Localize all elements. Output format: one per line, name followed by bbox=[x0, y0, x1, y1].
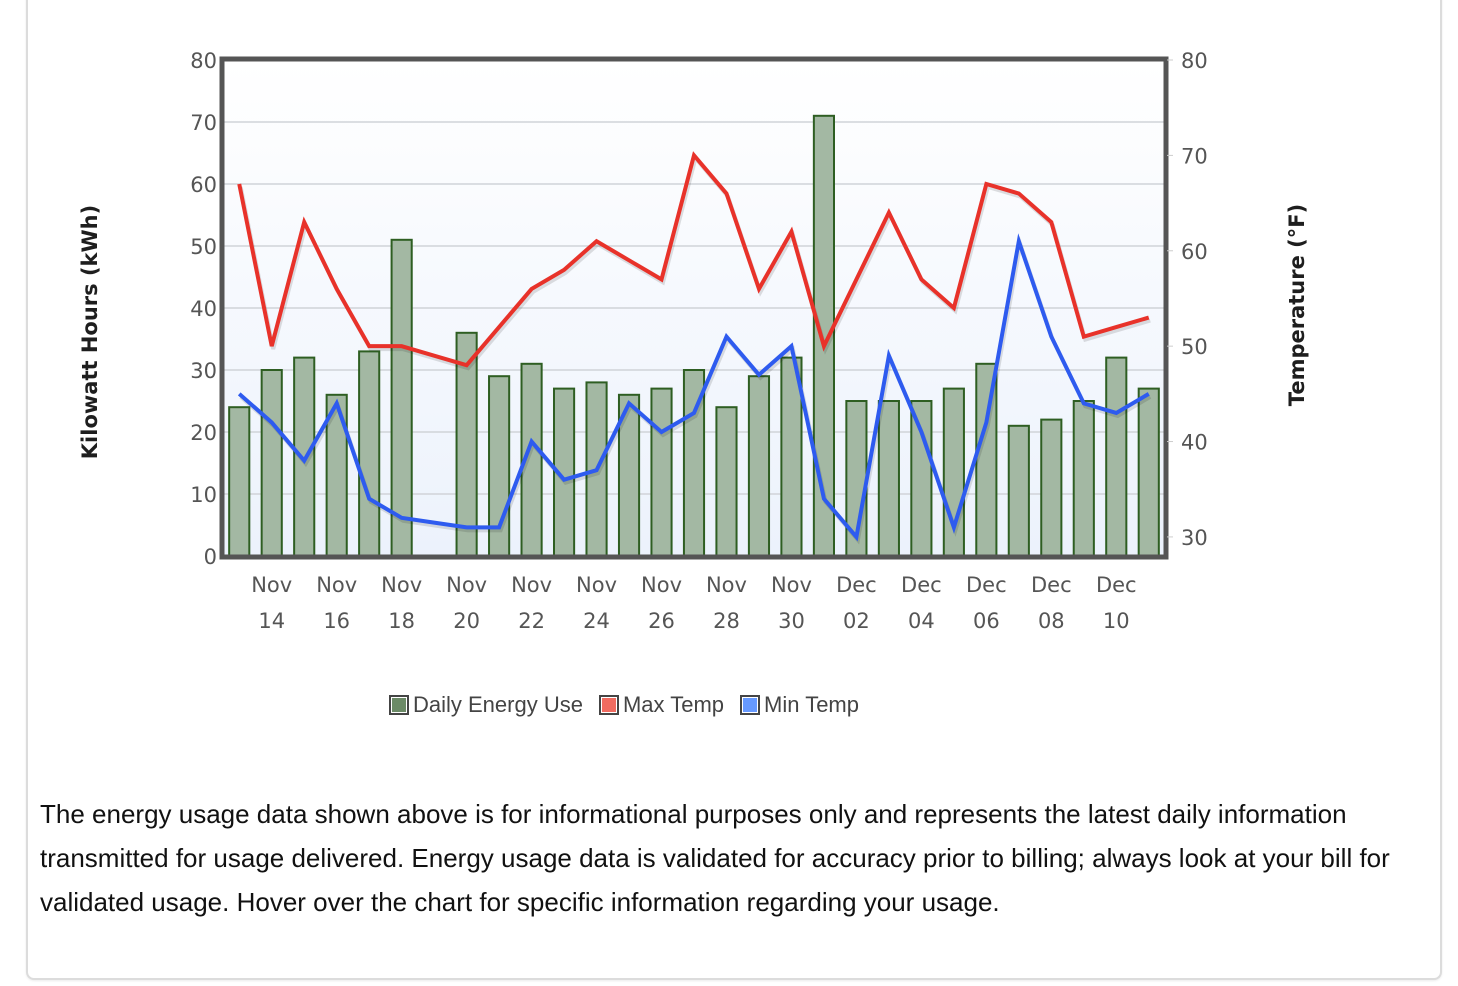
legend-item-max-temp[interactable]: Max Temp bbox=[598, 692, 725, 718]
left-axis-tick-label: 80 bbox=[190, 49, 217, 73]
x-axis-tick-label-month: Nov bbox=[251, 573, 292, 597]
x-axis-tick-label-day: 18 bbox=[388, 609, 415, 633]
max-temp-line[interactable] bbox=[237, 151, 1150, 368]
energy-bar[interactable] bbox=[650, 387, 673, 557]
x-axis-tick-label-day: 14 bbox=[258, 609, 285, 633]
energy-bar[interactable] bbox=[228, 406, 251, 558]
x-axis-tick-label-month: Nov bbox=[641, 573, 682, 597]
right-axis-tick-label: 30 bbox=[1181, 526, 1208, 550]
legend-swatch-daily-energy-use bbox=[389, 695, 409, 715]
x-axis-tick-label-month: Nov bbox=[771, 573, 812, 597]
min-temp-line[interactable] bbox=[237, 233, 1150, 542]
legend-swatch-max-temp bbox=[598, 695, 619, 715]
energy-bar[interactable] bbox=[1040, 418, 1063, 557]
x-axis-tick-label-day: 02 bbox=[843, 609, 870, 633]
left-axis-tick-label: 0 bbox=[204, 545, 217, 569]
energy-usage-chart[interactable]: 0 10 20 30 40 50 60 70 80 30 40 50 60 70 80 Nov 14 Nov 1… bbox=[0, 0, 1458, 680]
left-axis-tick-label: 70 bbox=[190, 111, 217, 135]
x-axis-tick-label-month: Dec bbox=[901, 573, 942, 597]
x-axis-tick-label-day: 26 bbox=[648, 609, 675, 633]
energy-bar[interactable] bbox=[1007, 424, 1030, 557]
energy-bar[interactable] bbox=[1105, 356, 1128, 557]
x-axis-tick-label-day: 28 bbox=[713, 609, 740, 633]
energy-bar[interactable] bbox=[747, 375, 771, 558]
x-axis-tick-label-day: 20 bbox=[453, 609, 480, 633]
x-axis-tick-label-day: 06 bbox=[973, 609, 1000, 633]
x-axis-tick-label-month: Nov bbox=[316, 573, 357, 597]
right-axis-tick-label: 50 bbox=[1181, 335, 1208, 359]
legend-label: Min Temp bbox=[764, 692, 859, 717]
left-axis-tick-label: 10 bbox=[190, 483, 217, 507]
energy-bar[interactable] bbox=[358, 350, 381, 557]
x-axis-tick-label-month: Nov bbox=[446, 573, 487, 597]
legend-label: Daily Energy Use bbox=[413, 692, 583, 717]
energy-bar[interactable] bbox=[260, 369, 283, 557]
x-axis-tick-label-day: 08 bbox=[1038, 609, 1065, 633]
energy-bar[interactable] bbox=[715, 406, 738, 558]
plot-frame bbox=[219, 56, 1169, 560]
left-axis-title: Kilowatt Hours (kWh) bbox=[78, 205, 102, 459]
energy-bar[interactable] bbox=[877, 400, 900, 557]
energy-bar[interactable] bbox=[390, 238, 413, 558]
legend-label: Max Temp bbox=[622, 692, 725, 717]
legend-item-min-temp[interactable]: Min Temp bbox=[740, 692, 859, 718]
right-axis-tick-label: 80 bbox=[1181, 49, 1208, 73]
energy-bar[interactable] bbox=[1072, 400, 1095, 557]
energy-bar[interactable] bbox=[910, 400, 933, 557]
chart-legend: Daily Energy Use Max Temp Min Temp bbox=[389, 692, 875, 718]
left-axis-tick-label: 50 bbox=[190, 235, 217, 259]
x-axis-tick-label-month: Nov bbox=[381, 573, 422, 597]
x-axis-tick-label-month: Nov bbox=[706, 573, 747, 597]
legend-swatch-min-temp bbox=[740, 695, 761, 715]
right-axis-tick-label: 60 bbox=[1181, 240, 1208, 264]
right-axis-tick-label: 40 bbox=[1181, 431, 1208, 455]
left-axis-tick-label: 20 bbox=[190, 421, 217, 445]
x-axis-tick-label-day: 24 bbox=[583, 609, 610, 633]
disclaimer-text: The energy usage data shown above is for… bbox=[40, 799, 1390, 917]
x-axis-tick-label-month: Nov bbox=[576, 573, 617, 597]
right-axis-tick-label: 70 bbox=[1181, 144, 1208, 168]
x-axis-tick-label-month: Dec bbox=[966, 573, 1007, 597]
energy-bar[interactable] bbox=[1137, 387, 1160, 557]
left-axis-tick-label: 30 bbox=[190, 359, 217, 383]
x-axis-tick-label-month: Dec bbox=[1031, 573, 1072, 597]
legend-item-daily-energy-use[interactable]: Daily Energy Use bbox=[389, 692, 583, 718]
x-axis-tick-label-day: 22 bbox=[518, 609, 545, 633]
x-axis-tick-label-day: 16 bbox=[323, 609, 350, 633]
left-axis-tick-label: 60 bbox=[190, 173, 217, 197]
x-axis-tick-label-day: 10 bbox=[1103, 609, 1130, 633]
x-axis-tick-label-month: Nov bbox=[511, 573, 552, 597]
left-axis-tick-label: 40 bbox=[190, 297, 217, 321]
x-axis-tick-label-month: Dec bbox=[1096, 573, 1137, 597]
x-axis-tick-label-day: 30 bbox=[778, 609, 805, 633]
x-axis-tick-label-month: Dec bbox=[836, 573, 877, 597]
x-axis-tick-label-day: 04 bbox=[908, 609, 935, 633]
right-axis-title: Temperature (°F) bbox=[1285, 204, 1309, 406]
